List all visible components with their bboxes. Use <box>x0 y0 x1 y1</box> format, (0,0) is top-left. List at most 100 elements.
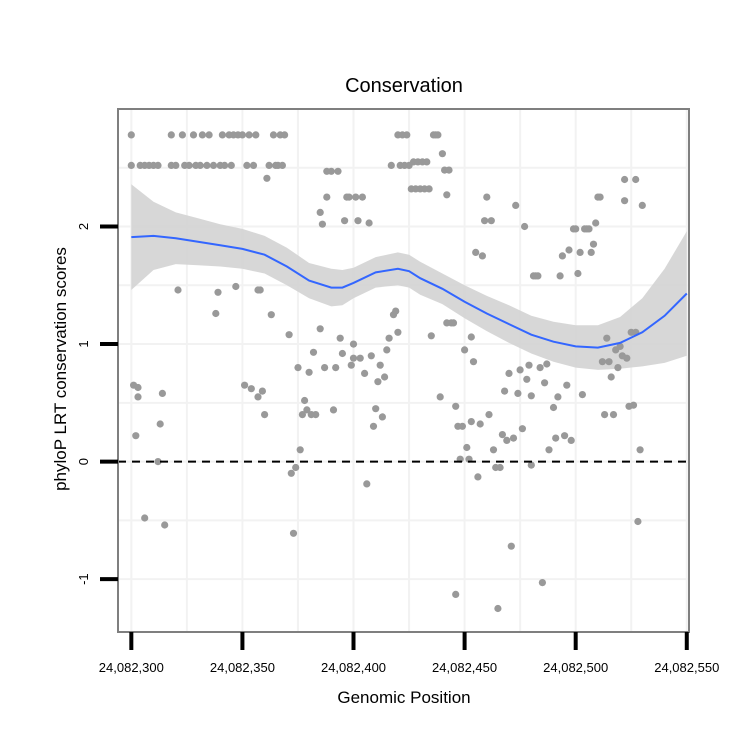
data-point <box>361 369 369 377</box>
data-point <box>189 131 198 139</box>
data-point <box>452 590 460 599</box>
data-point <box>278 161 286 169</box>
data-point <box>161 521 169 529</box>
data-point <box>178 131 186 139</box>
data-point <box>172 161 180 169</box>
data-point <box>238 131 246 139</box>
data-point <box>247 385 255 393</box>
data-point <box>438 150 446 158</box>
data-point <box>549 403 558 412</box>
data-point <box>154 161 162 169</box>
data-point <box>354 217 362 225</box>
data-point <box>601 411 609 419</box>
data-point <box>258 387 266 395</box>
data-point <box>296 446 304 454</box>
data-point <box>363 480 371 488</box>
data-point <box>338 349 346 358</box>
data-point <box>503 436 511 444</box>
data-point <box>494 604 502 613</box>
data-point <box>585 225 593 233</box>
data-point <box>316 325 324 333</box>
data-point <box>132 432 140 440</box>
data-point <box>603 334 611 342</box>
data-point <box>321 364 329 372</box>
data-point <box>558 252 567 260</box>
data-point <box>516 366 524 374</box>
data-point <box>318 220 326 228</box>
data-point <box>256 286 264 294</box>
data-point <box>527 461 535 469</box>
data-point <box>334 167 342 175</box>
data-point <box>463 443 471 452</box>
data-point <box>489 446 498 454</box>
data-point <box>301 396 309 405</box>
data-point <box>212 309 220 318</box>
data-point <box>369 422 378 430</box>
y-axis-ticks: -1 0 1 2 <box>76 223 118 585</box>
data-point <box>329 406 338 414</box>
data-point <box>498 431 506 439</box>
data-point <box>141 514 149 522</box>
data-point <box>285 331 293 339</box>
data-point <box>512 201 520 209</box>
data-point <box>574 269 582 278</box>
data-point <box>423 158 431 166</box>
data-point <box>525 361 533 369</box>
data-point <box>623 354 631 362</box>
y-tick-label: 2 <box>76 223 91 230</box>
data-point <box>616 342 624 350</box>
data-point <box>567 436 575 444</box>
data-point <box>487 217 495 225</box>
y-tick-label: 1 <box>76 340 91 347</box>
x-tick-label: 24,082,350 <box>210 660 275 675</box>
data-point <box>474 473 482 481</box>
data-point <box>436 393 444 401</box>
x-tick-label: 24,082,550 <box>654 660 719 675</box>
data-point <box>394 328 402 336</box>
data-point <box>205 131 213 139</box>
data-point <box>265 161 273 169</box>
data-point <box>156 420 164 428</box>
data-point <box>587 248 595 256</box>
data-point <box>227 161 235 169</box>
data-point <box>167 131 175 139</box>
grid <box>118 109 689 632</box>
data-point <box>289 529 298 537</box>
data-point <box>556 272 564 280</box>
data-point <box>267 311 275 319</box>
data-point <box>458 422 466 430</box>
data-point <box>485 411 493 419</box>
panel-border <box>117 108 690 633</box>
data-point <box>452 402 460 410</box>
data-point <box>476 420 484 428</box>
data-point <box>372 405 380 413</box>
data-point <box>543 360 551 368</box>
data-point <box>638 201 646 209</box>
points-layer <box>127 131 646 613</box>
data-point <box>518 425 527 433</box>
data-point <box>349 340 358 348</box>
y-tick-label: 0 <box>76 458 91 465</box>
data-point <box>327 167 335 175</box>
data-point <box>392 307 400 315</box>
data-point <box>596 193 604 201</box>
data-point <box>496 463 504 472</box>
data-point <box>232 282 240 291</box>
data-point <box>636 446 644 454</box>
data-point <box>203 161 211 169</box>
data-point <box>127 161 135 169</box>
data-point <box>158 389 166 397</box>
data-point <box>134 383 142 392</box>
data-point <box>374 378 382 386</box>
data-point <box>281 131 289 139</box>
data-point <box>376 361 384 369</box>
data-point <box>425 185 433 193</box>
data-point <box>269 131 278 139</box>
data-point <box>461 346 469 354</box>
y-axis-label: phyloP LRT conservation scores <box>51 247 70 491</box>
data-point <box>501 387 509 395</box>
data-point <box>621 175 629 184</box>
data-point <box>305 368 313 376</box>
data-point <box>507 542 515 550</box>
data-point <box>298 411 306 419</box>
